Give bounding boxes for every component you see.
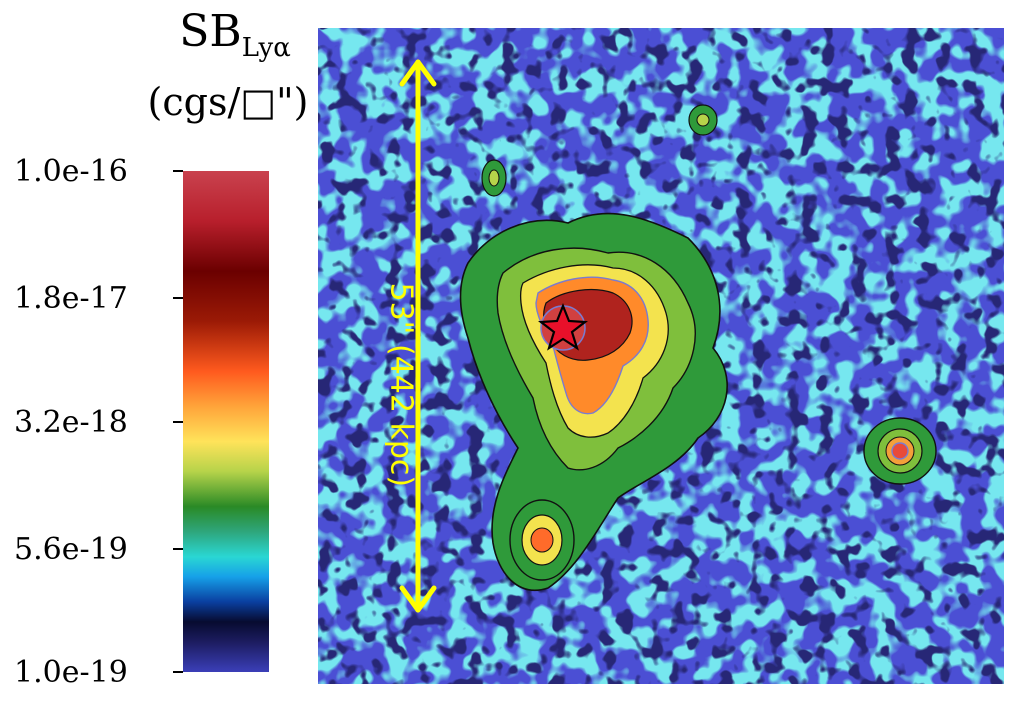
colorbar-title-main: SB <box>179 6 242 57</box>
colorbar-units: (cgs/□") <box>147 80 309 124</box>
small-clump-north <box>688 104 718 136</box>
quasar-star-marker <box>538 303 588 351</box>
colorbar-tick <box>173 671 183 673</box>
lya-surface-brightness-map <box>318 28 1004 684</box>
colorbar <box>183 171 269 672</box>
small-clump-northwest <box>481 159 507 197</box>
scale-label: 53" (442 kpc) <box>383 282 419 488</box>
colorbar-title: SBLyα <box>160 10 310 63</box>
colorbar-tick <box>173 548 183 550</box>
colorbar-title-sub: Lyα <box>241 33 291 63</box>
colorbar-tick-label: 1.0e-16 <box>14 154 128 189</box>
colorbar-tick <box>173 297 183 299</box>
colorbar-tick-label: 1.8e-17 <box>14 281 128 316</box>
compact-source-east <box>863 417 937 485</box>
scale-arrow <box>399 59 437 613</box>
colorbar-tick-label: 5.6e-19 <box>14 532 128 567</box>
companion-source-south <box>509 499 575 581</box>
colorbar-tick <box>173 421 183 423</box>
colorbar-tick-label: 1.0e-19 <box>14 655 128 690</box>
colorbar-tick <box>173 170 183 172</box>
colorbar-tick-label: 3.2e-18 <box>14 405 128 440</box>
